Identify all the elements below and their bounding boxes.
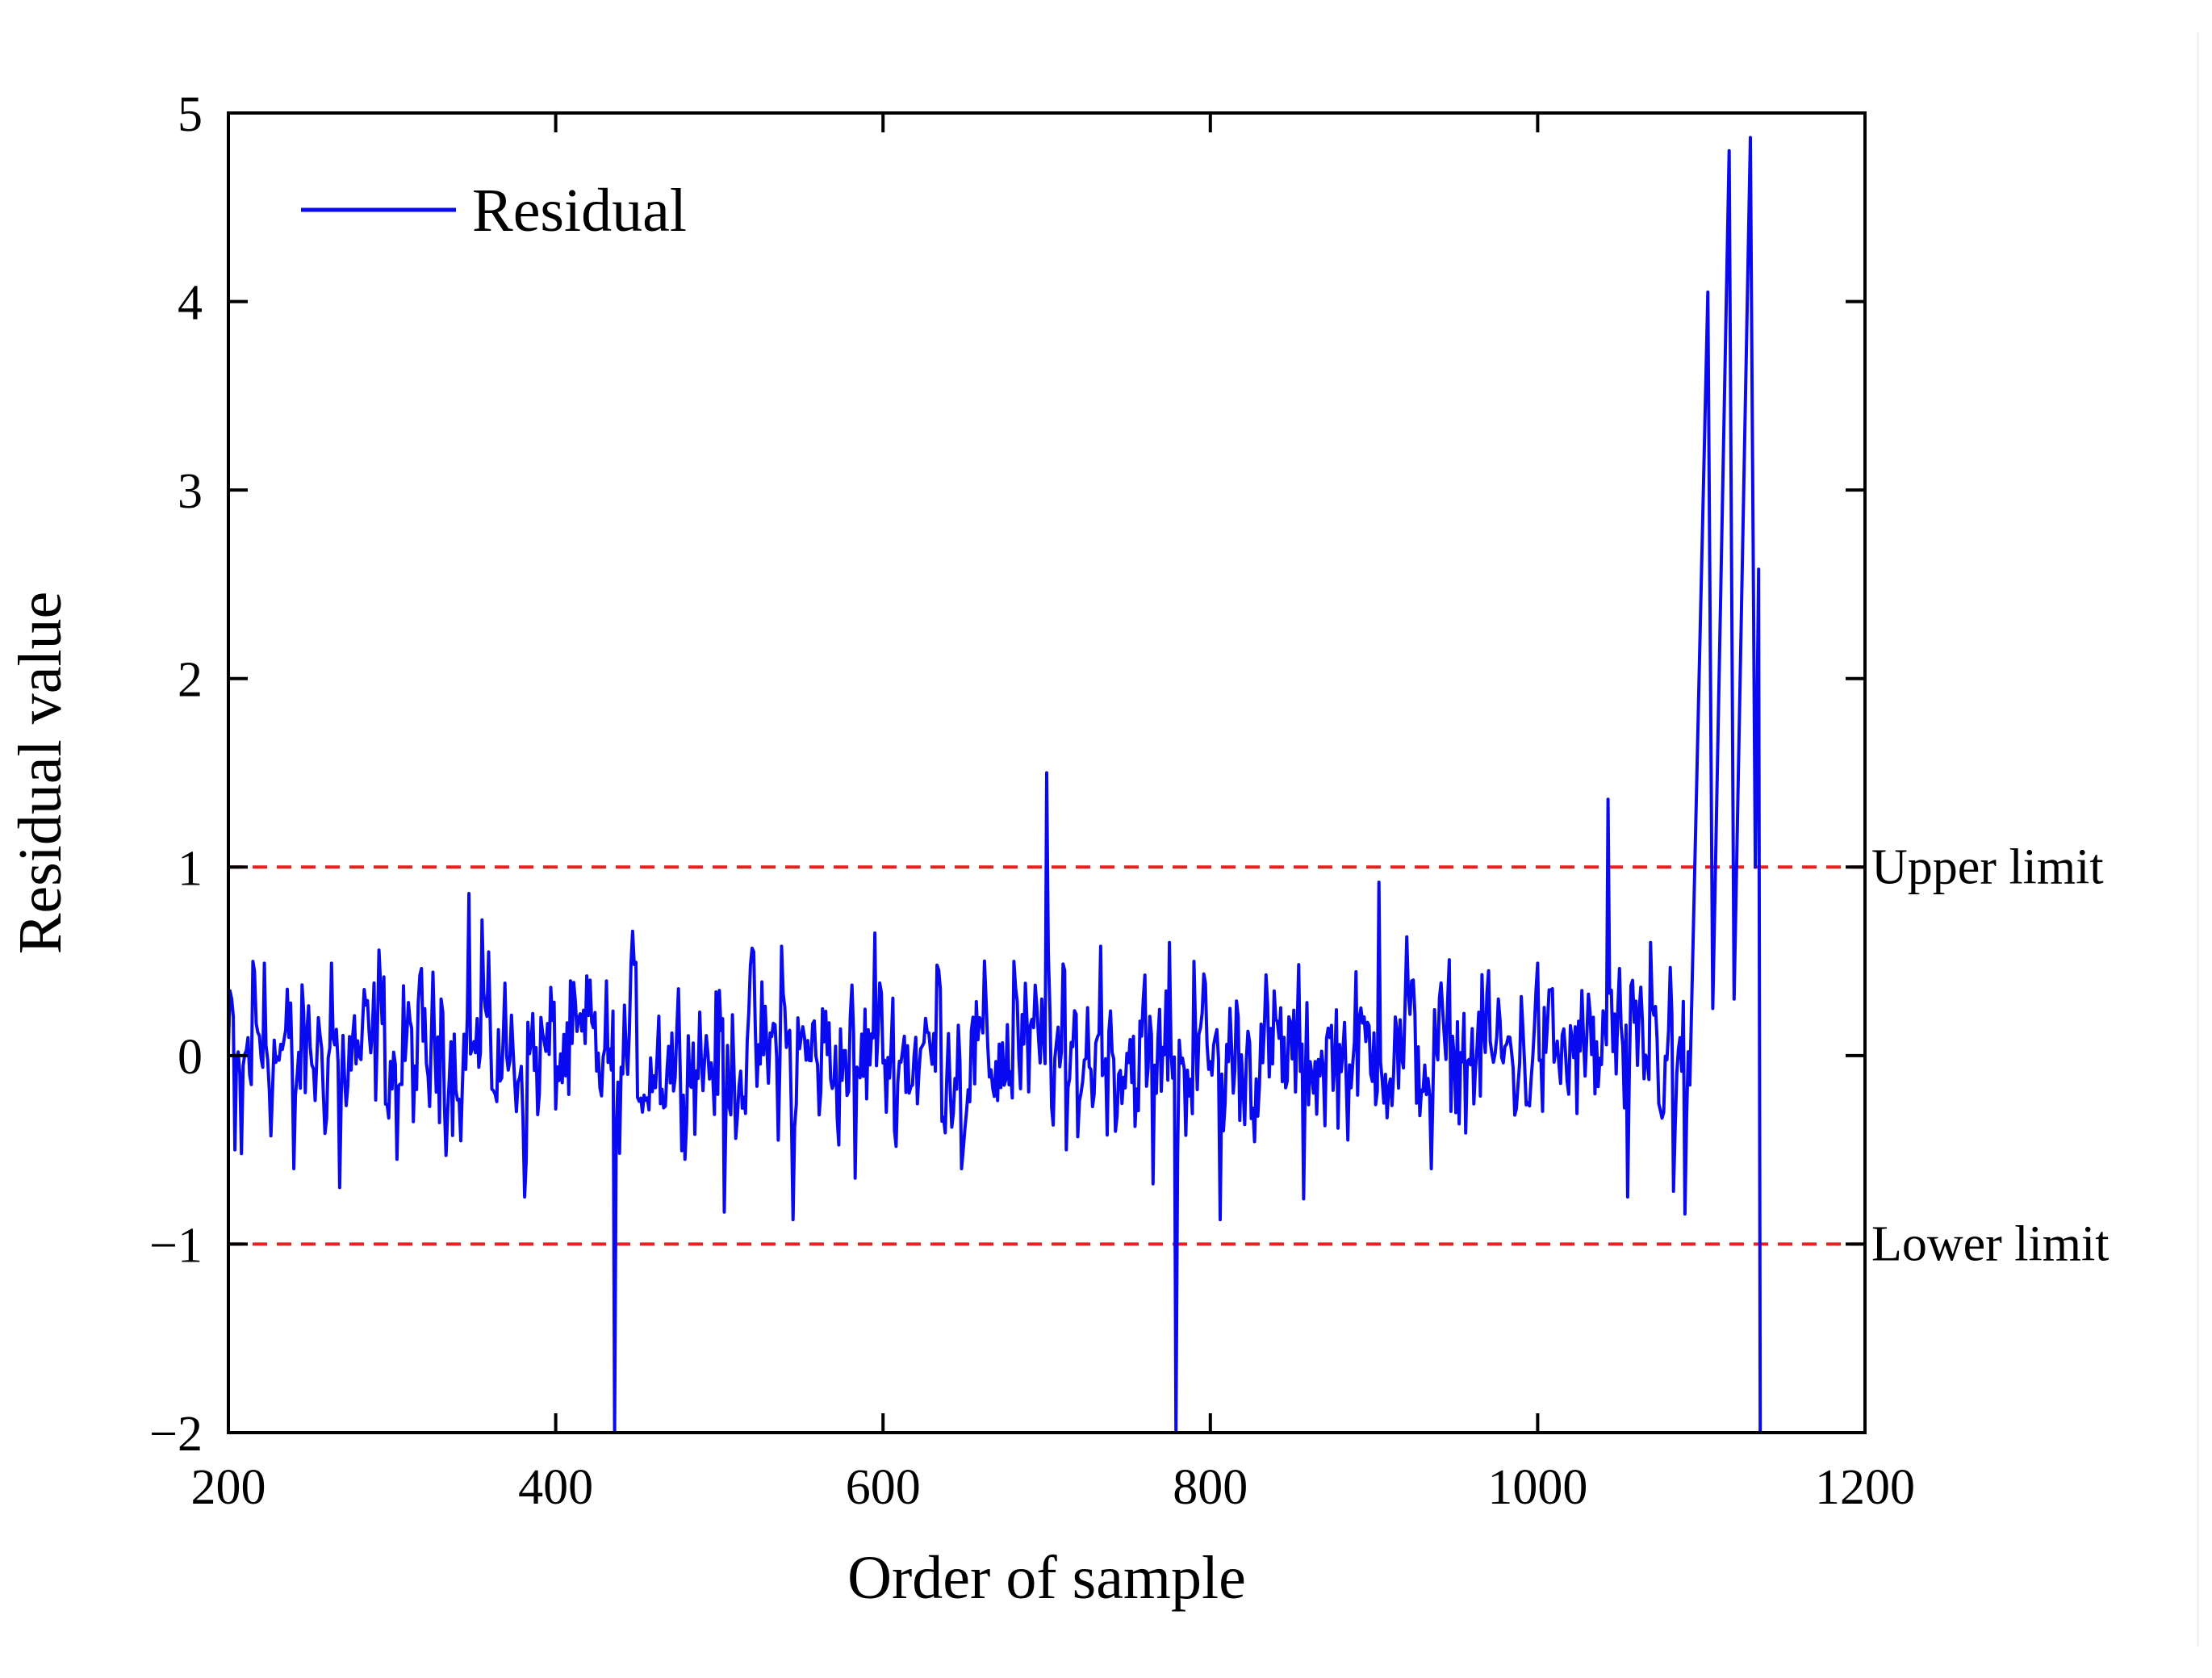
series-layer (227, 136, 1762, 1434)
plot-frame (227, 111, 1867, 1434)
y-tick-label: 2 (178, 653, 203, 708)
y-axis-title: Residual value (6, 592, 74, 955)
lower-limit-label: Lower limit (1871, 1216, 2109, 1271)
x-tick-label: 1200 (1815, 1460, 1915, 1515)
y-tick-label: 3 (178, 464, 203, 519)
x-tick-label: 200 (191, 1460, 266, 1515)
x-tick-label: 600 (846, 1460, 921, 1515)
x-axis-title: Order of sample (847, 1544, 1246, 1612)
right-edge-divider (2197, 32, 2199, 1647)
x-tick-label: 400 (518, 1460, 593, 1515)
y-tick-label: 5 (178, 87, 203, 142)
axes-layer (227, 111, 1867, 1434)
x-tick-label: 800 (1173, 1460, 1248, 1515)
x-tick-label: 1000 (1487, 1460, 1587, 1515)
y-tick-label: 1 (178, 841, 203, 896)
y-tick-label: 4 (178, 276, 203, 331)
legend-residual-label: Residual (472, 177, 687, 245)
residual-series-line (227, 136, 1762, 1434)
y-tick-label: −2 (149, 1407, 203, 1462)
threshold-layer (228, 865, 1865, 1246)
y-tick-label: 0 (178, 1030, 203, 1085)
upper-limit-label: Upper limit (1871, 839, 2104, 894)
y-tick-label: −1 (149, 1218, 203, 1273)
